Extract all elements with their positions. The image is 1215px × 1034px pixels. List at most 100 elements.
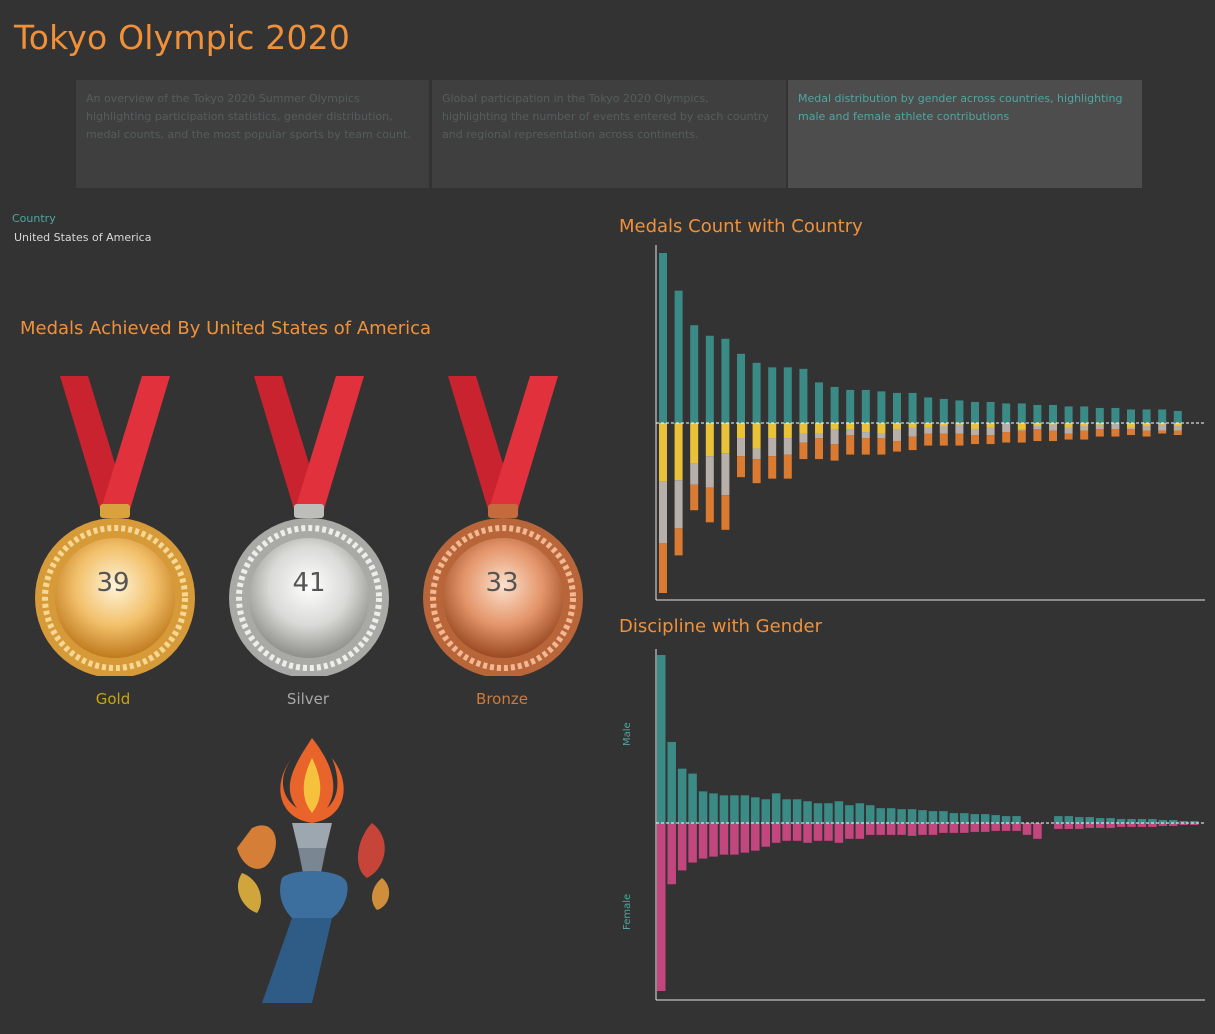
- medal-segment-23-0[interactable]: [1017, 423, 1026, 430]
- medal-segment-14-0[interactable]: [877, 423, 886, 434]
- medal-segment-14-2[interactable]: [877, 438, 886, 455]
- medal-segment-11-0[interactable]: [830, 423, 839, 430]
- total-bar-15[interactable]: [893, 392, 901, 423]
- medal-segment-15-0[interactable]: [893, 423, 901, 430]
- medal-segment-7-1[interactable]: [768, 438, 777, 457]
- medal-segment-24-0[interactable]: [1033, 423, 1042, 427]
- male-bar-2[interactable]: [677, 768, 687, 823]
- female-bar-41[interactable]: [1085, 823, 1094, 828]
- medal-segment-20-1[interactable]: [971, 429, 979, 436]
- total-bar-16[interactable]: [908, 392, 917, 423]
- medal-segment-16-0[interactable]: [908, 423, 917, 428]
- male-bar-13[interactable]: [792, 799, 802, 823]
- female-bar-10[interactable]: [761, 823, 771, 847]
- female-bar-21[interactable]: [876, 823, 885, 835]
- male-bar-29[interactable]: [960, 813, 969, 823]
- medal-segment-24-2[interactable]: [1033, 429, 1042, 442]
- male-bar-4[interactable]: [698, 791, 708, 823]
- male-bar-50[interactable]: [1179, 821, 1189, 823]
- medal-segment-5-2[interactable]: [737, 456, 745, 478]
- female-bar-40[interactable]: [1075, 823, 1084, 829]
- male-bar-15[interactable]: [813, 803, 823, 823]
- medal-segment-33-2[interactable]: [1173, 430, 1182, 436]
- medal-segment-19-1[interactable]: [955, 424, 964, 434]
- medal-segment-26-1[interactable]: [1064, 427, 1073, 434]
- medal-segment-16-2[interactable]: [908, 436, 917, 451]
- medal-segment-20-2[interactable]: [971, 435, 979, 445]
- female-bar-33[interactable]: [1001, 823, 1011, 831]
- story-point-participation[interactable]: Global participation in the Tokyo 2020 O…: [432, 80, 786, 188]
- total-bar-31[interactable]: [1142, 409, 1151, 423]
- female-bar-36[interactable]: [1033, 823, 1042, 839]
- male-bar-20[interactable]: [866, 805, 875, 823]
- medal-segment-0-1[interactable]: [659, 481, 667, 544]
- story-point-overview[interactable]: An overview of the Tokyo 2020 Summer Oly…: [76, 80, 429, 188]
- male-bar-21[interactable]: [876, 808, 885, 823]
- medal-segment-6-2[interactable]: [752, 459, 761, 484]
- medal-segment-29-2[interactable]: [1111, 429, 1120, 437]
- male-bar-26[interactable]: [928, 811, 938, 823]
- medal-segment-18-0[interactable]: [939, 423, 948, 427]
- medal-segment-19-2[interactable]: [955, 433, 964, 446]
- medal-segment-13-0[interactable]: [861, 423, 870, 433]
- total-bar-29[interactable]: [1111, 407, 1120, 423]
- medal-segment-26-0[interactable]: [1064, 423, 1073, 428]
- female-bar-49[interactable]: [1169, 823, 1178, 826]
- female-bar-51[interactable]: [1189, 823, 1199, 825]
- medal-segment-11-2[interactable]: [830, 444, 839, 461]
- female-bar-24[interactable]: [907, 823, 917, 836]
- medal-segment-5-0[interactable]: [737, 423, 745, 439]
- medals-by-country-chart[interactable]: [640, 240, 1210, 605]
- female-bar-22[interactable]: [886, 823, 896, 835]
- male-bar-5[interactable]: [709, 793, 718, 823]
- male-bar-27[interactable]: [939, 811, 948, 823]
- male-bar-51[interactable]: [1189, 821, 1199, 823]
- discipline-gender-chart[interactable]: [640, 644, 1210, 1004]
- total-bar-11[interactable]: [830, 386, 839, 423]
- medal-segment-31-1[interactable]: [1142, 426, 1151, 431]
- medal-segment-18-1[interactable]: [939, 426, 948, 434]
- medal-segment-8-2[interactable]: [783, 454, 792, 479]
- male-bar-9[interactable]: [751, 797, 760, 823]
- male-bar-32[interactable]: [991, 815, 1000, 823]
- medal-segment-27-0[interactable]: [1080, 423, 1089, 427]
- female-bar-32[interactable]: [991, 823, 1000, 831]
- female-bar-39[interactable]: [1064, 823, 1074, 829]
- female-bar-16[interactable]: [824, 823, 833, 841]
- total-bar-21[interactable]: [986, 401, 995, 423]
- medal-segment-17-0[interactable]: [924, 423, 933, 428]
- female-bar-11[interactable]: [771, 823, 781, 843]
- total-bar-26[interactable]: [1064, 406, 1073, 423]
- male-bar-45[interactable]: [1127, 819, 1136, 823]
- medal-segment-28-0[interactable]: [1095, 423, 1104, 425]
- total-bar-8[interactable]: [783, 367, 792, 423]
- male-bar-34[interactable]: [1012, 816, 1021, 823]
- medal-segment-20-0[interactable]: [971, 423, 979, 430]
- total-bar-23[interactable]: [1017, 403, 1026, 423]
- medal-segment-1-0[interactable]: [674, 423, 683, 481]
- male-bar-17[interactable]: [834, 801, 844, 823]
- medal-segment-30-2[interactable]: [1127, 429, 1135, 436]
- female-bar-42[interactable]: [1095, 823, 1105, 828]
- female-bar-9[interactable]: [751, 823, 760, 851]
- medal-segment-7-2[interactable]: [768, 456, 777, 479]
- medal-segment-1-2[interactable]: [674, 528, 683, 556]
- male-bar-38[interactable]: [1054, 816, 1063, 823]
- medal-segment-23-2[interactable]: [1017, 430, 1026, 443]
- total-bar-2[interactable]: [690, 325, 699, 423]
- male-bar-28[interactable]: [949, 813, 959, 823]
- female-bar-8[interactable]: [740, 823, 750, 853]
- total-bar-7[interactable]: [768, 367, 777, 423]
- medal-segment-2-0[interactable]: [690, 423, 699, 464]
- medal-segment-3-0[interactable]: [705, 423, 714, 457]
- male-bar-3[interactable]: [688, 773, 697, 823]
- female-bar-35[interactable]: [1022, 823, 1032, 835]
- medal-segment-27-2[interactable]: [1080, 430, 1089, 440]
- medal-segment-9-1[interactable]: [799, 433, 808, 443]
- medal-segment-30-0[interactable]: [1127, 423, 1135, 428]
- total-bar-27[interactable]: [1080, 406, 1089, 423]
- medal-segment-4-1[interactable]: [721, 453, 730, 496]
- total-bar-25[interactable]: [1049, 404, 1057, 423]
- male-bar-22[interactable]: [886, 808, 896, 823]
- male-bar-11[interactable]: [771, 793, 781, 823]
